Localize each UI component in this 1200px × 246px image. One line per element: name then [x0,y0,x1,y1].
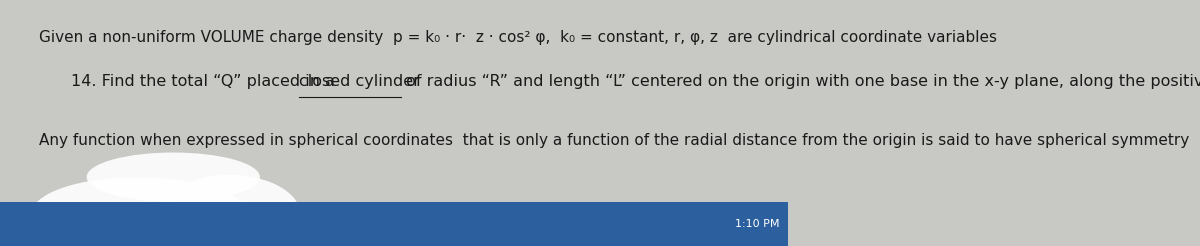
Text: 14. Find the total “Q” placed in a: 14. Find the total “Q” placed in a [71,74,340,89]
Text: 1:10 PM: 1:10 PM [736,219,780,229]
FancyBboxPatch shape [0,202,787,246]
Ellipse shape [86,153,260,202]
Ellipse shape [173,175,300,244]
Ellipse shape [31,177,252,246]
Ellipse shape [6,202,120,246]
Text: closed cylinder: closed cylinder [299,74,420,89]
Text: Given a non-uniform VOLUME charge density  p = k₀ · r·  z · cos² φ,  k₀ = consta: Given a non-uniform VOLUME charge densit… [40,30,997,45]
Text: of radius “R” and length “L” centered on the origin with one base in the x-y pla: of radius “R” and length “L” centered on… [401,74,1200,89]
Text: Any function when expressed in spherical coordinates  that is only a function of: Any function when expressed in spherical… [40,133,1189,148]
